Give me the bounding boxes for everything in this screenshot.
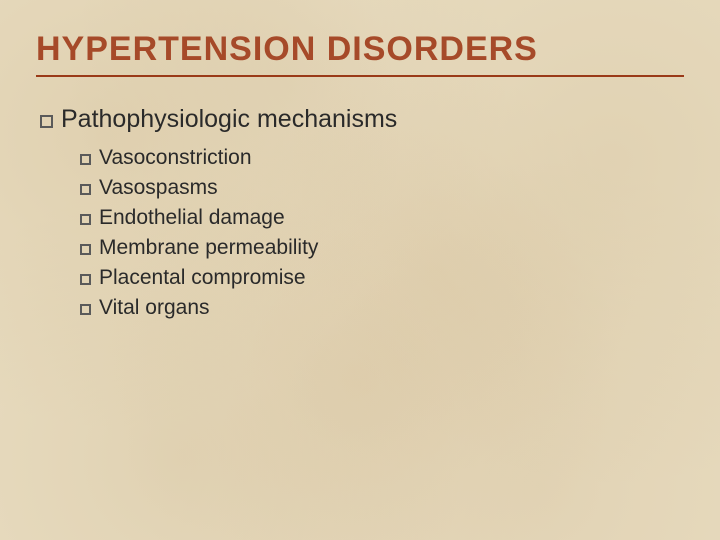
title-underline: HYPERTENSION DISORDERS [36, 30, 684, 77]
level2-text: Vasospasms [99, 176, 218, 200]
slide: HYPERTENSION DISORDERS Pathophysiologic … [0, 0, 720, 540]
level2-text: Placental compromise [99, 266, 306, 290]
level1-text: Pathophysiologic mechanisms [61, 105, 397, 134]
bullet-level2: Vasospasms [80, 176, 684, 200]
bullet-level2: Endothelial damage [80, 206, 684, 230]
level2-text: Endothelial damage [99, 206, 285, 230]
level2-text: Vital organs [99, 296, 210, 320]
bullet-level2: Placental compromise [80, 266, 684, 290]
sub-item-list: Vasoconstriction Vasospasms Endothelial da… [36, 146, 684, 320]
bullet-level2: Vasoconstriction [80, 146, 684, 170]
square-bullet-icon [80, 274, 91, 285]
square-bullet-icon [80, 214, 91, 225]
square-bullet-icon [80, 154, 91, 165]
slide-title: HYPERTENSION DISORDERS [36, 30, 684, 69]
square-bullet-icon [40, 115, 53, 128]
bullet-level2: Membrane permeability [80, 236, 684, 260]
level2-text: Membrane permeability [99, 236, 318, 260]
square-bullet-icon [80, 304, 91, 315]
square-bullet-icon [80, 244, 91, 255]
square-bullet-icon [80, 184, 91, 195]
bullet-level2: Vital organs [80, 296, 684, 320]
level2-text: Vasoconstriction [99, 146, 252, 170]
bullet-level1: Pathophysiologic mechanisms [40, 105, 684, 134]
